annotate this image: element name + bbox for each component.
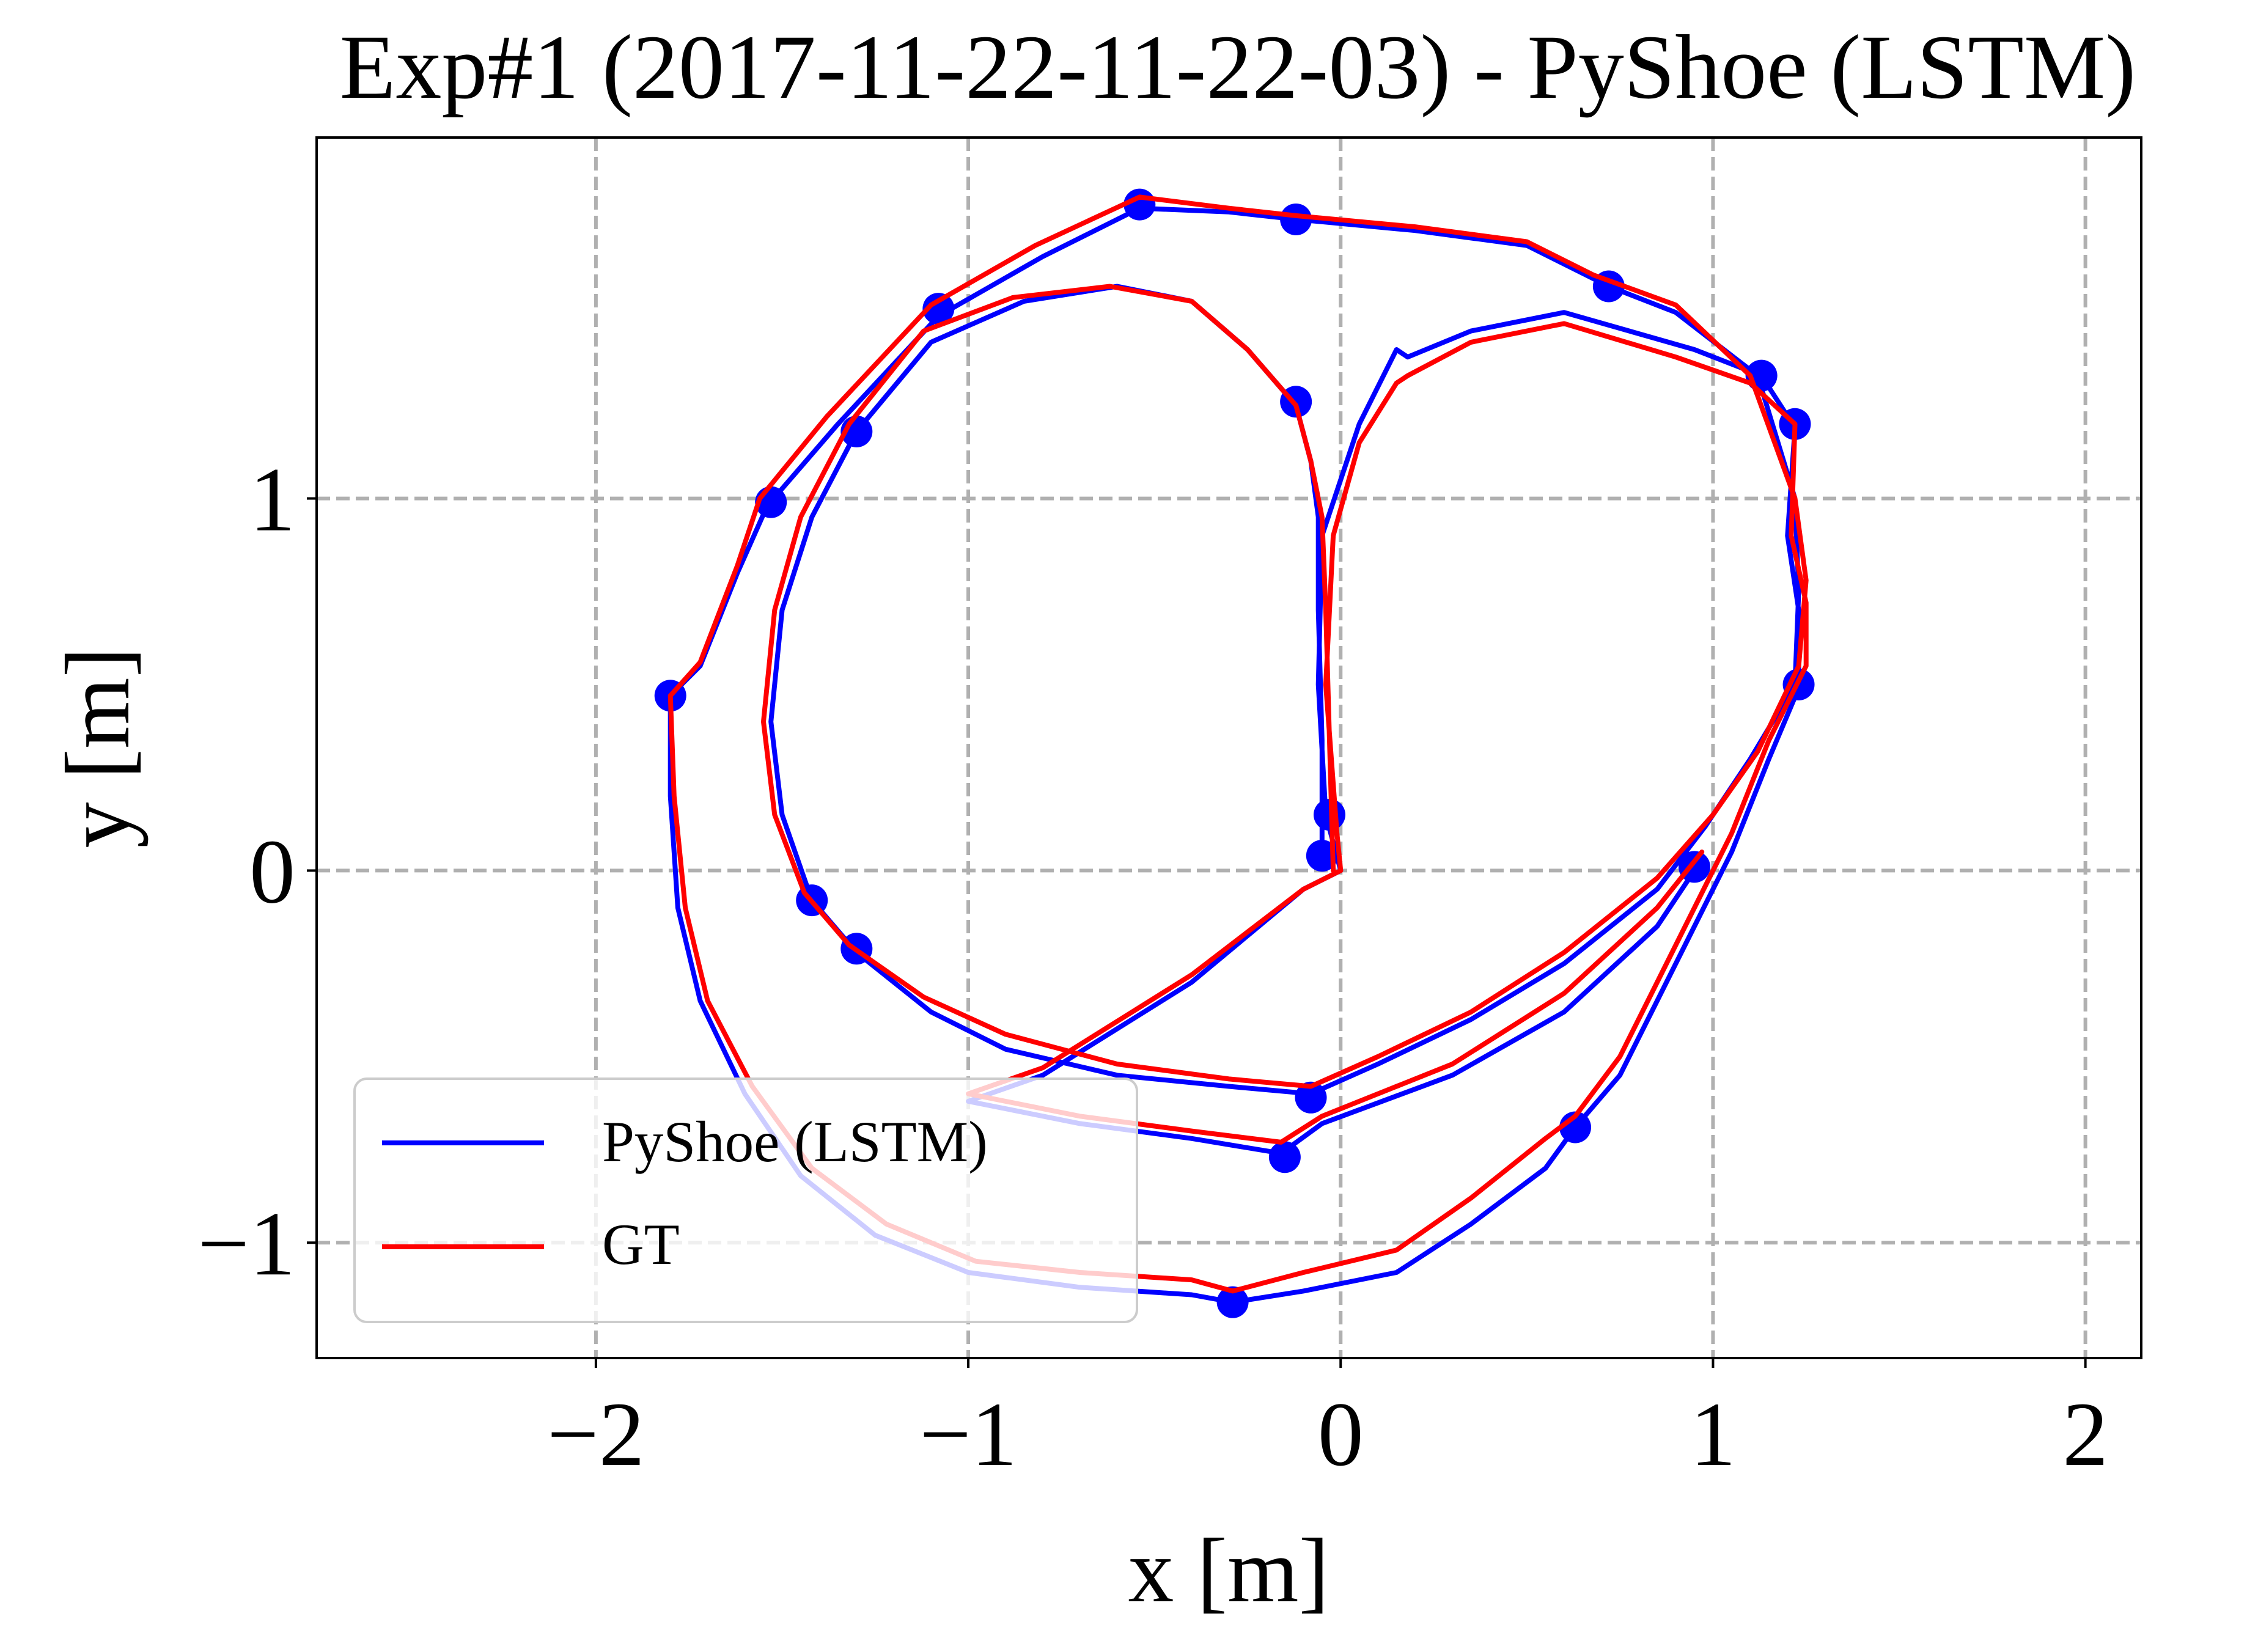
step-marker-point: [1306, 840, 1338, 872]
y-axis-label: y [m]: [47, 647, 149, 848]
x-tick-label: 2: [2062, 1384, 2108, 1485]
plot-frame: [315, 136, 2142, 1359]
step-marker-point: [1295, 1081, 1327, 1114]
x-tick-label: −1: [919, 1384, 1017, 1485]
legend-box: [353, 1077, 1138, 1323]
x-tick-label: 0: [1318, 1384, 1364, 1485]
y-tick-label: −1: [197, 1193, 295, 1294]
x-axis-label: x [m]: [1128, 1520, 1329, 1621]
step-marker-point: [1216, 1286, 1249, 1318]
step-marker-point: [922, 293, 955, 325]
series-layer: [654, 188, 1815, 1318]
x-tick-label: −2: [547, 1384, 645, 1485]
legend-label-pyshoe: PyShoe (LSTM): [602, 1109, 988, 1174]
step-marker-point: [1280, 203, 1312, 235]
tick-layer: −2 −1 0 1 2 −1 0 1: [197, 449, 2108, 1485]
series-line-gt: [667, 194, 1809, 1294]
legend-label-gt: GT: [602, 1212, 680, 1277]
x-tick-label: 1: [1690, 1384, 1736, 1485]
y-tick-label: 1: [249, 449, 295, 551]
legend: PyShoe (LSTM) GT: [353, 1077, 1138, 1323]
chart-title: Exp#1 (2017-11-22-11-22-03) - PyShoe (LS…: [340, 17, 2136, 118]
y-tick-label: 0: [249, 821, 295, 922]
step-marker-point: [1268, 1141, 1301, 1173]
